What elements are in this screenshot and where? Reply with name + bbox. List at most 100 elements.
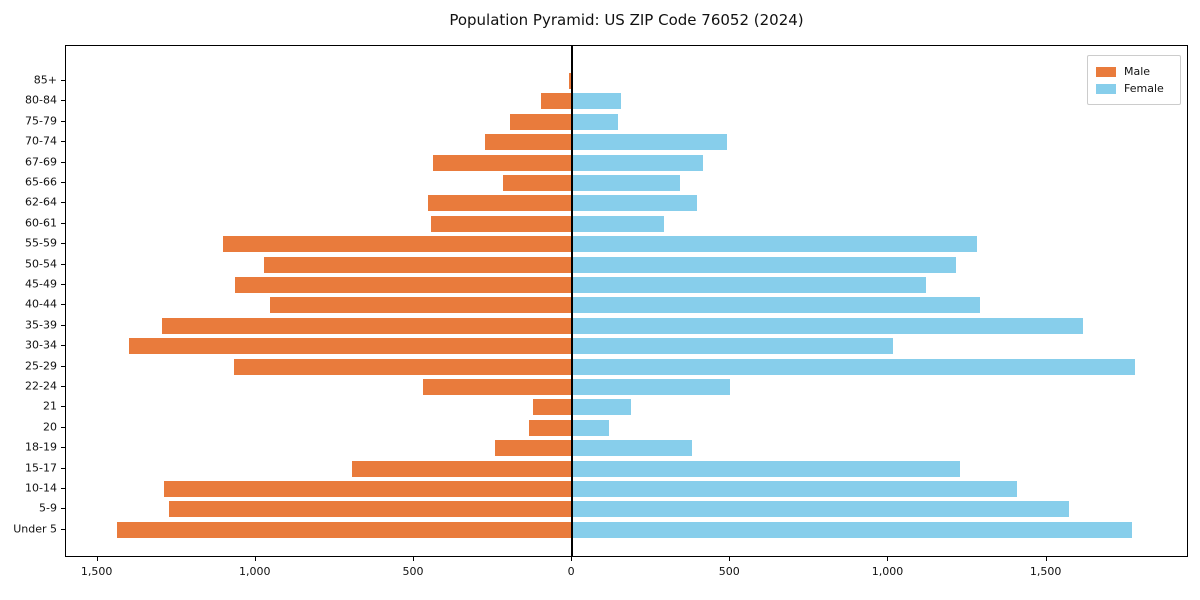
bar-female-67-69 (572, 154, 704, 171)
y-axis-category-label: 70-74 (25, 134, 57, 148)
y-axis-category-label: 20 (43, 420, 57, 434)
y-axis-category-label: 25-29 (25, 359, 57, 373)
y-tick-mark (61, 120, 65, 122)
y-tick-mark (61, 345, 65, 347)
y-tick-mark (61, 161, 65, 163)
y-tick-mark (61, 467, 65, 469)
plot-area (65, 45, 1188, 557)
y-axis-category-label: 30-34 (25, 338, 57, 352)
y-tick-mark (61, 488, 65, 489)
y-tick-mark (61, 100, 65, 102)
y-tick-mark (61, 202, 65, 204)
bar-male-25-29 (233, 358, 573, 375)
x-tick-mark (1045, 557, 1047, 561)
bar-male-50-54 (263, 256, 573, 273)
bar-male-67-69 (432, 154, 573, 171)
bar-female-50-54 (572, 256, 957, 273)
y-axis-category-label: 60-61 (25, 216, 57, 230)
y-axis-category-label: 40-44 (25, 297, 57, 311)
bar-female-Under 5 (572, 521, 1133, 538)
y-axis-category-label: 18-19 (25, 440, 57, 454)
bar-male-80-84 (540, 93, 573, 110)
y-axis-category-label: Under 5 (13, 522, 57, 536)
bar-female-45-49 (572, 277, 927, 293)
bar-male-45-49 (235, 277, 573, 293)
y-tick-mark (61, 304, 65, 306)
bar-female-60-61 (572, 215, 664, 232)
bar-male-10-14 (164, 481, 573, 497)
x-tick-mark (412, 557, 414, 561)
bar-male-35-39 (162, 317, 573, 334)
bar-female-25-29 (572, 358, 1136, 375)
y-axis-category-label: 22-24 (25, 379, 57, 393)
legend-entry-female: Female (1096, 80, 1171, 97)
bar-male-75-79 (510, 113, 573, 130)
bar-male-20 (529, 419, 573, 436)
y-tick-mark (61, 243, 65, 245)
y-axis-category-label: 5-9 (39, 501, 57, 515)
bar-female-5-9 (572, 501, 1069, 518)
bar-female-22-24 (572, 379, 731, 395)
bar-male-Under 5 (116, 521, 573, 538)
y-axis-category-label: 55-59 (25, 236, 57, 250)
x-tick-mark (729, 557, 731, 561)
y-axis-category-label: 67-69 (25, 155, 57, 169)
x-tick-mark (254, 557, 256, 561)
bar-female-62-64 (572, 195, 698, 212)
y-axis-category-label: 35-39 (25, 318, 57, 332)
x-tick-mark (571, 557, 573, 561)
y-axis-category-label: 10-14 (25, 481, 57, 495)
bar-male-21 (532, 399, 573, 416)
bar-female-30-34 (572, 338, 894, 355)
y-tick-mark (61, 222, 65, 224)
y-axis-category-label: 80-84 (25, 93, 57, 107)
bar-female-40-44 (572, 297, 981, 314)
y-tick-mark (61, 426, 65, 428)
y-tick-mark (61, 386, 65, 387)
bar-female-80-84 (572, 93, 622, 110)
bar-female-10-14 (572, 481, 1017, 497)
chart-title: Population Pyramid: US ZIP Code 76052 (2… (449, 11, 804, 29)
x-axis-tick-label: 1,000 (871, 565, 904, 578)
bar-male-60-61 (431, 215, 573, 232)
y-tick-mark (61, 324, 65, 326)
legend-label-female: Female (1124, 82, 1164, 95)
female-color-swatch (1096, 83, 1116, 94)
y-axis-category-label: 65-66 (25, 175, 57, 189)
bar-female-75-79 (572, 113, 618, 130)
bar-male-5-9 (168, 501, 573, 518)
y-tick-mark (61, 528, 65, 530)
y-tick-mark (61, 284, 65, 285)
bar-female-18-19 (572, 440, 693, 457)
y-tick-mark (61, 141, 65, 143)
bar-male-15-17 (352, 460, 573, 477)
bar-male-40-44 (270, 297, 573, 314)
y-axis-category-label: 15-17 (25, 461, 57, 475)
bar-male-55-59 (222, 236, 573, 253)
y-tick-mark (61, 80, 65, 81)
x-axis-tick-label: 500 (718, 565, 740, 578)
x-axis-tick-label: 1,500 (1029, 565, 1062, 578)
y-axis-category-label: 62-64 (25, 195, 57, 209)
x-axis-tick-label: 0 (567, 565, 575, 578)
bar-male-62-64 (428, 195, 573, 212)
bar-female-21 (572, 399, 631, 416)
x-tick-mark (96, 557, 98, 561)
y-tick-mark (61, 365, 65, 367)
bar-female-70-74 (572, 134, 728, 151)
x-tick-mark (887, 557, 889, 561)
bar-female-20 (572, 419, 609, 436)
legend-entry-male: Male (1096, 63, 1171, 80)
legend: Male Female (1087, 55, 1181, 105)
male-color-swatch (1096, 66, 1116, 77)
bar-female-65-66 (572, 175, 680, 191)
bar-male-70-74 (485, 134, 573, 151)
y-axis-category-label: 45-49 (25, 277, 57, 291)
bar-female-15-17 (572, 460, 960, 477)
y-axis-category-label: 85+ (33, 73, 57, 87)
y-tick-mark (61, 447, 65, 449)
bar-male-30-34 (129, 338, 573, 355)
bar-female-35-39 (572, 317, 1084, 334)
y-tick-mark (61, 263, 65, 265)
x-axis-tick-label: 500 (402, 565, 424, 578)
